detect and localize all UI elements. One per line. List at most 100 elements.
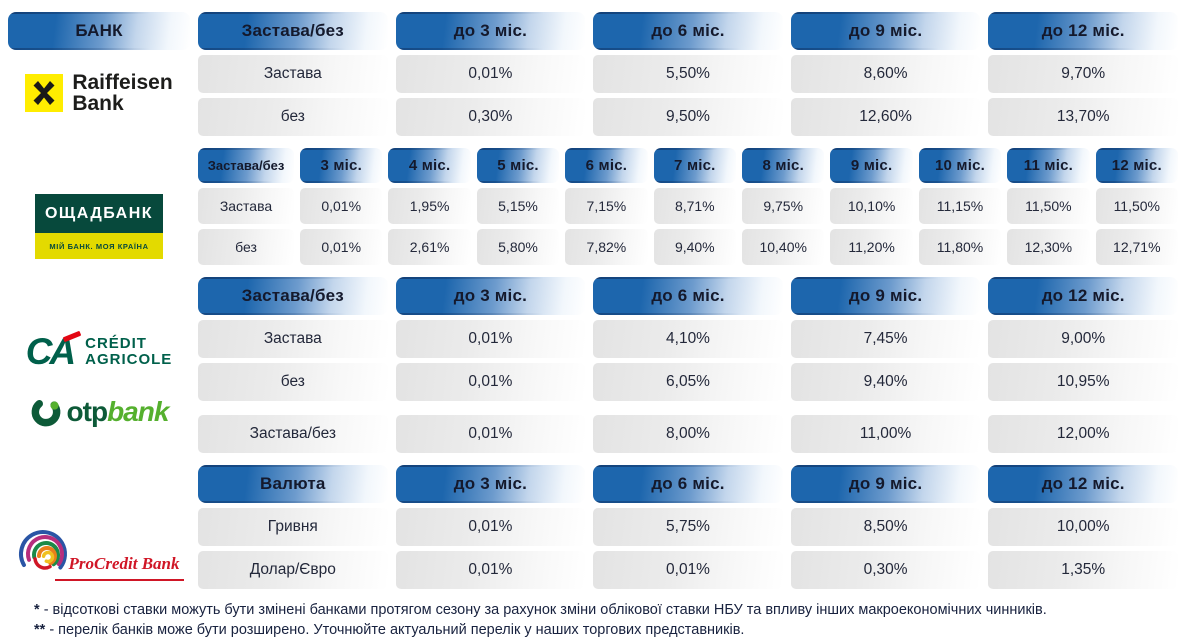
procredit-logo: ProCredit Bank — [15, 523, 184, 581]
section-creditagricole-otp: CA CRÉDIT AGRICOLE otpbank Застава/без д — [8, 277, 1178, 453]
bank-column-oschadbank: ОЩАДБАНК МІЙ БАНК. МОЯ КРАЇНА — [8, 148, 190, 265]
credit-agricole-name-line2: AGRICOLE — [85, 350, 173, 368]
rate-cell: 11,80% — [918, 229, 1002, 265]
table-row: Застава 0,01% 4,10% 7,45% 9,00% — [198, 320, 1178, 358]
rate-cell: 0,01% — [395, 508, 586, 546]
credit-agricole-logo: CA CRÉDIT AGRICOLE — [26, 333, 173, 370]
raiffeisen-cross-icon — [33, 81, 55, 105]
rate-cell: 8,60% — [790, 55, 981, 93]
footnote-marker: * — [34, 602, 40, 618]
bank-column-procredit: ProCredit Bank — [8, 465, 190, 589]
footnote-line: ** - перелік банків може бути розширено.… — [34, 621, 1178, 639]
table-row: Застава 0,01% 5,50% 8,60% 9,70% — [198, 55, 1178, 93]
column-header: до 9 міс. — [790, 12, 981, 50]
table-row: Застава/без 0,01% 8,00% 11,00% 12,00% — [198, 415, 1178, 453]
oschadbank-logo-name: ОЩАДБАНК — [35, 194, 163, 233]
rate-cell: 10,10% — [830, 188, 913, 224]
credit-agricole-name-line1: CRÉDIT — [85, 334, 147, 352]
column-header: до 3 міс. — [395, 277, 586, 315]
rate-cell: 12,00% — [988, 415, 1178, 453]
column-header: 7 міс. — [653, 148, 736, 183]
table-row: без 0,30% 9,50% 12,60% 13,70% — [198, 98, 1178, 136]
row-label: Гривня — [198, 508, 388, 546]
row-label: Застава — [198, 188, 294, 224]
bank-column-ca-otp: CA CRÉDIT AGRICOLE otpbank — [8, 277, 190, 453]
column-header: Застава/без — [198, 12, 388, 50]
credit-agricole-logo-text: CRÉDIT AGRICOLE — [85, 334, 173, 368]
rate-cell: 12,60% — [790, 98, 981, 136]
column-header: до 9 міс. — [790, 277, 981, 315]
rate-cell: 10,95% — [988, 363, 1178, 401]
raiffeisen-name-line1: Raiffeisen — [72, 70, 173, 94]
table-row: Долар/Євро 0,01% 0,01% 0,30% 1,35% — [198, 551, 1178, 589]
footnote-marker: ** — [34, 621, 46, 638]
rate-cell: 11,20% — [830, 229, 913, 265]
raiffeisen-logo-text: Raiffeisen Bank — [72, 70, 173, 115]
rate-cell: 0,01% — [395, 363, 586, 401]
rate-cell: 10,00% — [988, 508, 1178, 546]
table-row: без 0,01% 2,61% 5,80% 7,82% 9,40% 10,40%… — [198, 229, 1178, 265]
otpbank-logo: otpbank — [30, 396, 169, 428]
rate-cell: 5,75% — [593, 508, 783, 546]
footnote-line: * - відсоткові ставки можуть бути змінен… — [34, 601, 1178, 621]
rate-cell: 11,50% — [1007, 188, 1090, 224]
column-header: до 6 міс. — [593, 465, 783, 503]
bank-column-raiffeisen: БАНК Raiffeisen Bank — [8, 12, 190, 136]
rate-cell: 8,50% — [790, 508, 981, 546]
section-raiffeisen: БАНК Raiffeisen Bank Застава/без до 3 мі… — [8, 12, 1178, 136]
column-header: 8 міс. — [742, 148, 825, 183]
header-row: Застава/без до 3 міс. до 6 міс. до 9 міс… — [198, 12, 1178, 50]
row-label: Застава — [198, 320, 388, 358]
rate-cell: 12,30% — [1007, 229, 1090, 265]
header-row: Застава/без до 3 міс. до 6 міс. до 9 міс… — [198, 277, 1178, 315]
section-procredit: ProCredit Bank Валюта до 3 міс. до 6 міс… — [8, 465, 1178, 589]
procredit-globe-icon — [18, 530, 67, 578]
column-header: до 6 міс. — [593, 12, 783, 50]
column-header: до 12 міс. — [988, 465, 1178, 503]
column-header: 10 міс. — [918, 148, 1002, 183]
row-label: Застава — [198, 55, 388, 93]
otpbank-name-part2: bank — [107, 396, 169, 427]
column-header: 12 міс. — [1095, 148, 1178, 183]
rate-cell: 11,00% — [790, 415, 981, 453]
otpbank-ring-icon — [31, 397, 60, 427]
credit-agricole-monogram-icon: CA — [26, 333, 79, 370]
rate-cell: 7,15% — [565, 188, 648, 224]
column-header: 5 міс. — [476, 148, 560, 183]
rate-cell: 9,50% — [593, 98, 783, 136]
rate-cell: 9,40% — [653, 229, 736, 265]
rate-cell: 1,95% — [388, 188, 471, 224]
rate-cell: 9,75% — [742, 188, 825, 224]
header-row: Валюта до 3 міс. до 6 міс. до 9 міс. до … — [198, 465, 1178, 503]
rate-cell: 13,70% — [988, 98, 1178, 136]
footnote-text: - перелік банків може бути розширено. Ут… — [49, 621, 745, 638]
rate-cell: 5,80% — [476, 229, 560, 265]
rate-cell: 9,00% — [988, 320, 1178, 358]
rate-cell: 10,40% — [742, 229, 825, 265]
row-label: Застава/без — [198, 415, 388, 453]
column-header: 3 міс. — [300, 148, 383, 183]
column-header: до 12 міс. — [988, 12, 1178, 50]
rate-cell: 0,01% — [395, 320, 586, 358]
rate-cell: 7,82% — [565, 229, 648, 265]
rate-cell: 0,30% — [395, 98, 586, 136]
column-header: до 3 міс. — [395, 12, 586, 50]
column-header: 6 міс. — [565, 148, 648, 183]
table-row: Застава 0,01% 1,95% 5,15% 7,15% 8,71% 9,… — [198, 188, 1178, 224]
column-header: до 12 міс. — [988, 277, 1178, 315]
column-header: Застава/без — [198, 148, 294, 183]
rate-cell: 5,50% — [593, 55, 783, 93]
procredit-logo-text: ProCredit Bank — [54, 554, 184, 581]
rate-cell: 12,71% — [1095, 229, 1178, 265]
rate-cell: 7,45% — [790, 320, 981, 358]
rate-cell: 9,40% — [790, 363, 981, 401]
column-header: до 3 міс. — [395, 465, 586, 503]
footnotes: * - відсоткові ставки можуть бути змінен… — [8, 601, 1178, 639]
rate-cell: 11,50% — [1095, 188, 1178, 224]
rate-cell: 0,01% — [300, 188, 383, 224]
oschadbank-logo-tagline: МІЙ БАНК. МОЯ КРАЇНА — [35, 233, 163, 259]
raiffeisen-name-line2: Bank — [72, 92, 124, 115]
oschadbank-logo: ОЩАДБАНК МІЙ БАНК. МОЯ КРАЇНА — [35, 194, 163, 259]
otpbank-logo-text: otpbank — [67, 396, 170, 427]
